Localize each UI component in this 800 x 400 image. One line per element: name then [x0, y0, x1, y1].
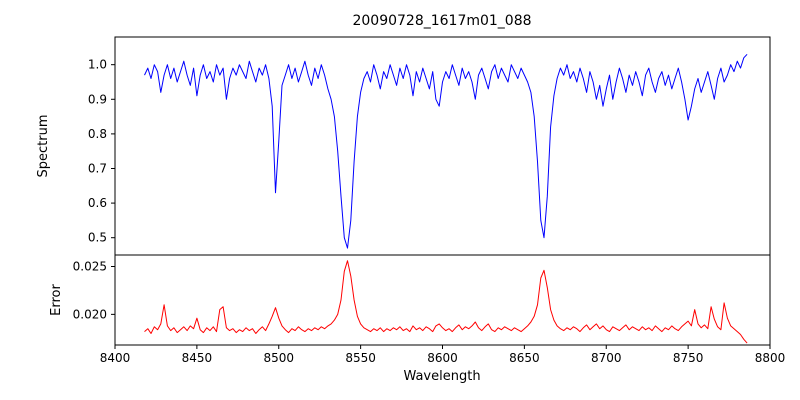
- y-tick-label: 0.6: [88, 196, 107, 210]
- x-tick-label: 8650: [509, 351, 540, 365]
- y-tick-label: 0.7: [88, 161, 107, 175]
- x-axis-label: Wavelength: [403, 369, 480, 384]
- y-tick-label: 0.5: [88, 231, 107, 245]
- spectrum-axes-frame: [114, 36, 771, 256]
- x-tick-label: 8450: [182, 351, 213, 365]
- y-axis-label-spectrum: Spectrum: [36, 115, 51, 178]
- x-tick-label: 8550: [345, 351, 376, 365]
- x-tick-label: 8700: [591, 351, 622, 365]
- y-tick-label: 0.020: [73, 307, 107, 321]
- y-tick-label: 0.9: [88, 92, 107, 106]
- y-tick-label: 1.0: [88, 58, 107, 72]
- error-axes-frame: [114, 254, 771, 346]
- y-axis-label-error: Error: [49, 284, 64, 316]
- error-line: [144, 260, 748, 344]
- x-tick-label: 8600: [427, 351, 458, 365]
- y-tick-label: 0.8: [88, 127, 107, 141]
- y-tick-label: 0.025: [73, 259, 107, 273]
- x-tick-label: 8500: [263, 351, 294, 365]
- x-tick-label: 8400: [100, 351, 131, 365]
- x-tick-label: 8800: [755, 351, 786, 365]
- spectrum-line: [144, 53, 748, 249]
- chart-title: 20090728_1617m01_088: [352, 13, 531, 29]
- x-tick-label: 8750: [673, 351, 704, 365]
